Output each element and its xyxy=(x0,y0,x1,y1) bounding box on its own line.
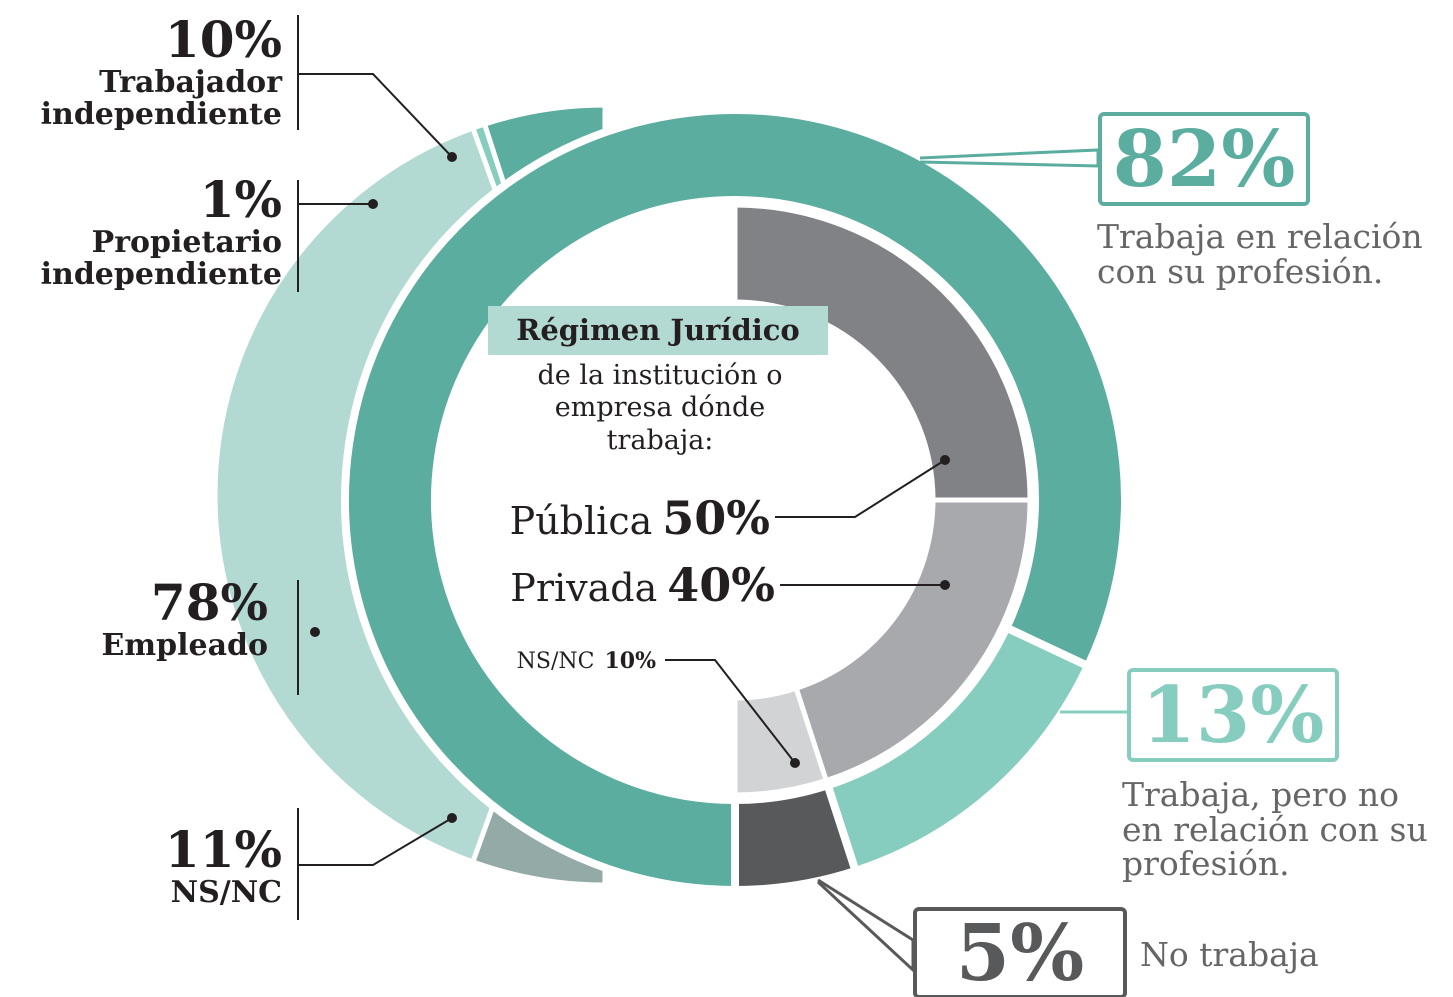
category-label: Trabaja, pero no en relación con su prof… xyxy=(1122,775,1428,884)
leader-dot xyxy=(940,455,950,465)
leader-dot xyxy=(368,199,378,209)
leader-line xyxy=(665,659,796,764)
value-label: 11% xyxy=(164,820,282,879)
leader-line xyxy=(298,817,453,866)
segment-label: Privada 40% xyxy=(510,562,775,608)
category-label: Trabaja en relación con su profesión. xyxy=(1097,217,1423,291)
value-label: 10% xyxy=(164,10,282,69)
value-label: 13% xyxy=(1127,668,1339,762)
value-label: 1% xyxy=(199,170,282,229)
category-label: Privada xyxy=(510,566,658,610)
leader-dot xyxy=(447,152,457,162)
category-label: NS/NC xyxy=(170,875,282,910)
leader-line xyxy=(298,73,453,158)
category-label: Propietario independiente xyxy=(40,225,282,293)
category-label: No trabaja xyxy=(1140,935,1319,974)
category-label: Empleado xyxy=(101,628,269,663)
donut-segment xyxy=(341,106,1129,894)
leader-dot xyxy=(790,758,800,768)
leader-dot xyxy=(940,580,950,590)
category-label: Pública xyxy=(509,499,653,543)
value-label: 10% xyxy=(604,648,656,674)
value-label: 40% xyxy=(667,558,775,612)
value-label: 5% xyxy=(913,907,1127,997)
category-label: NS/NC xyxy=(516,649,595,674)
chart-subtitle: de la institución o empresa dónde trabaj… xyxy=(537,360,783,456)
segment-label: NS/NC 10% xyxy=(517,650,656,673)
leader-dot xyxy=(310,627,320,637)
category-label: Trabajador independiente xyxy=(40,65,282,133)
leader-line xyxy=(919,148,1100,168)
segment-label: Pública 50% xyxy=(510,495,770,541)
value-label: 82% xyxy=(1098,112,1310,206)
value-label: 78% xyxy=(150,573,268,632)
leader-line xyxy=(775,459,946,518)
leader-line xyxy=(816,878,915,974)
donut-segment xyxy=(732,202,1033,503)
leader-dot xyxy=(447,813,457,823)
value-label: 50% xyxy=(662,491,770,545)
chart-title: Régimen Jurídico xyxy=(488,306,828,355)
